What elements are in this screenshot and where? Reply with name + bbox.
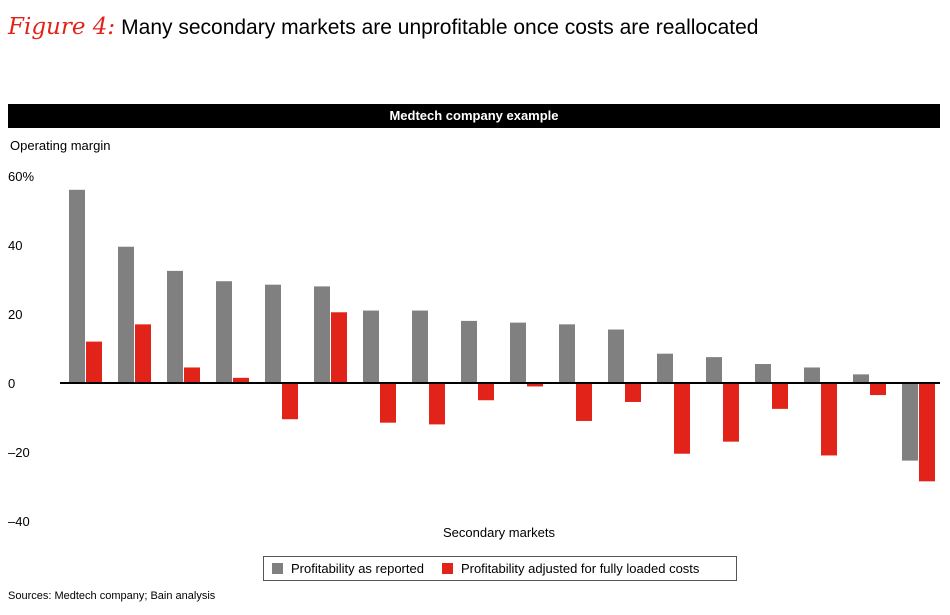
legend: Profitability as reported Profitability … bbox=[263, 556, 737, 581]
legend-item-adjusted: Profitability adjusted for fully loaded … bbox=[441, 561, 700, 576]
y-tick-label: –20 bbox=[8, 445, 30, 460]
bar-reported bbox=[461, 320, 477, 383]
bar-reported bbox=[118, 246, 134, 383]
figure-title-text: Many secondary markets are unprofitable … bbox=[121, 16, 759, 39]
bar-reported bbox=[657, 353, 673, 383]
chart-banner: Medtech company example bbox=[8, 104, 940, 128]
bar-reported bbox=[755, 364, 771, 383]
bar-chart: 60% 40 20 0 –20 –40 Secondary markets bbox=[8, 169, 940, 540]
legend-swatch-adjusted bbox=[441, 563, 453, 574]
bar-reported bbox=[363, 310, 379, 383]
bar-adjusted bbox=[674, 383, 690, 454]
bar-reported bbox=[265, 284, 281, 383]
legend-label-reported: Profitability as reported bbox=[291, 561, 424, 576]
bar-reported bbox=[706, 357, 722, 383]
bar-adjusted bbox=[135, 324, 151, 383]
bar-adjusted bbox=[380, 383, 396, 423]
bar-adjusted bbox=[282, 383, 298, 420]
bar-adjusted bbox=[723, 383, 739, 442]
bar-reported bbox=[412, 310, 428, 383]
bar-adjusted bbox=[478, 383, 494, 401]
y-axis-ticks: 60% 40 20 0 –20 –40 bbox=[8, 169, 34, 529]
bar-reported bbox=[216, 281, 232, 383]
bar-reported bbox=[853, 374, 869, 383]
bar-reported bbox=[804, 367, 820, 383]
y-tick-label: –40 bbox=[8, 514, 30, 529]
x-axis-label: Secondary markets bbox=[443, 525, 555, 540]
bar-adjusted bbox=[331, 312, 347, 383]
bar-adjusted bbox=[919, 383, 935, 482]
bar-reported bbox=[167, 270, 183, 383]
bar-adjusted bbox=[772, 383, 788, 409]
source-note: Sources: Medtech company; Bain analysis bbox=[8, 590, 216, 602]
bar-adjusted bbox=[429, 383, 445, 425]
bar-reported bbox=[314, 286, 330, 383]
legend-swatch-reported bbox=[272, 563, 283, 574]
bars bbox=[69, 189, 935, 482]
bar-adjusted bbox=[527, 383, 543, 387]
y-tick-label: 20 bbox=[8, 307, 22, 322]
bar-adjusted bbox=[184, 367, 200, 383]
y-tick-label: 0 bbox=[8, 376, 15, 391]
bar-reported bbox=[69, 189, 85, 383]
bar-adjusted bbox=[821, 383, 837, 456]
figure-title: Figure 4: Many secondary markets are unpr… bbox=[8, 12, 759, 43]
y-tick-label: 40 bbox=[8, 238, 22, 253]
y-axis-label: Operating margin bbox=[10, 138, 111, 153]
bar-adjusted bbox=[625, 383, 641, 402]
bar-reported bbox=[559, 324, 575, 383]
legend-label-adjusted: Profitability adjusted for fully loaded … bbox=[460, 561, 700, 576]
bar-reported bbox=[902, 383, 918, 461]
legend-item-reported: Profitability as reported bbox=[272, 561, 424, 576]
y-tick-label: 60% bbox=[8, 169, 34, 184]
bar-adjusted bbox=[233, 377, 249, 383]
bar-reported bbox=[510, 322, 526, 383]
bar-adjusted bbox=[86, 341, 102, 383]
bar-adjusted bbox=[870, 383, 886, 396]
figure-label: Figure 4: bbox=[8, 14, 116, 40]
bar-adjusted bbox=[576, 383, 592, 421]
bar-reported bbox=[608, 329, 624, 383]
